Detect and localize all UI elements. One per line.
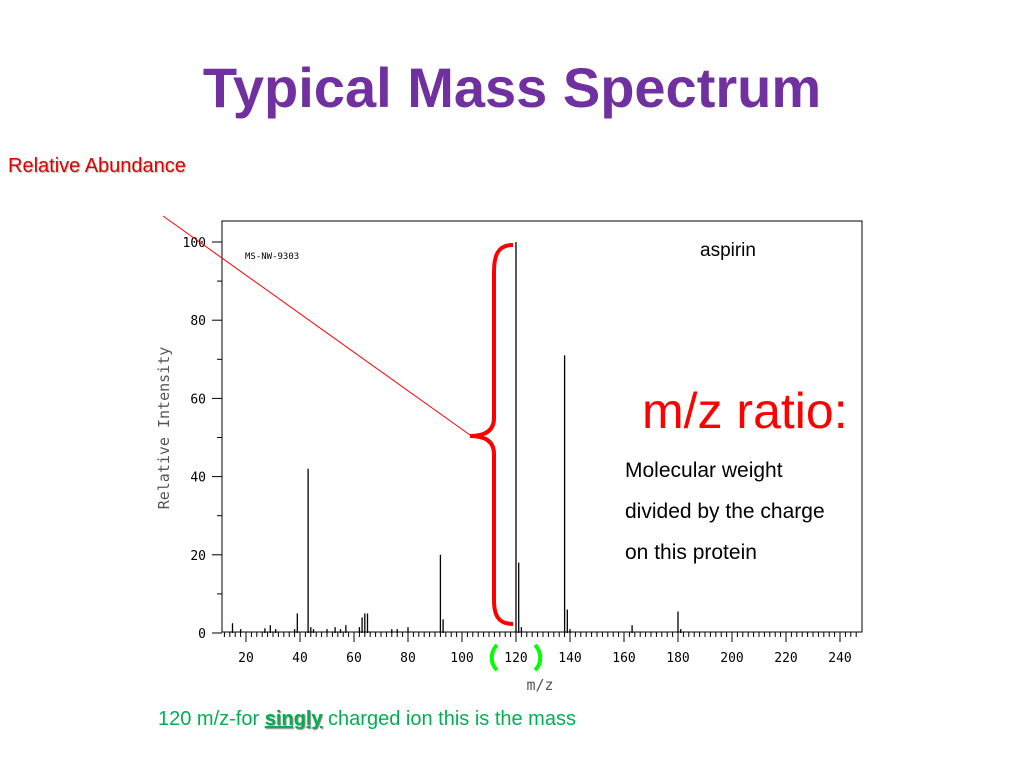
y-axis-title: Relative Intensity bbox=[155, 347, 173, 510]
bottom-note: 120 m/z-for singly charged ion this is t… bbox=[158, 708, 576, 731]
x-tick-label: 140 bbox=[558, 651, 581, 666]
y-axis-ticks: 0 20 40 60 80 100 bbox=[183, 236, 222, 642]
y-tick-label: 60 bbox=[190, 392, 206, 407]
x-tick-label: 180 bbox=[666, 651, 689, 666]
description-line: divided by the charge bbox=[625, 500, 825, 523]
mz-ratio-heading: m/z ratio: bbox=[642, 383, 848, 439]
description-line: on this protein bbox=[625, 541, 757, 564]
slide-title: Typical Mass Spectrum bbox=[202, 56, 822, 119]
curly-brace-annotation bbox=[469, 243, 514, 626]
x-tick-label: 60 bbox=[346, 651, 362, 666]
green-left-paren bbox=[489, 643, 499, 672]
x-tick-label: 80 bbox=[400, 651, 416, 666]
x-tick-label: 20 bbox=[238, 651, 254, 666]
bottom-note-prefix: 120 m/z-for bbox=[158, 708, 265, 730]
relative-abundance-label: Relative Abundance bbox=[8, 155, 186, 177]
compound-label: aspirin bbox=[700, 240, 756, 261]
y-tick-label: 100 bbox=[183, 236, 206, 251]
x-tick-label: 240 bbox=[828, 651, 851, 666]
x-tick-label: 120 bbox=[504, 651, 527, 666]
description-line: Molecular weight bbox=[625, 459, 783, 482]
y-tick-label: 80 bbox=[190, 314, 206, 329]
x-tick-label: 100 bbox=[450, 651, 473, 666]
x-tick-label: 40 bbox=[292, 651, 308, 666]
bottom-note-suffix: charged ion this is the mass bbox=[322, 708, 576, 730]
spectrum-id-label: MS-NW-9303 bbox=[245, 252, 299, 262]
y-tick-label: 20 bbox=[190, 549, 206, 564]
plot-frame bbox=[221, 220, 863, 633]
x-tick-label: 220 bbox=[774, 651, 797, 666]
x-tick-label: 160 bbox=[612, 651, 635, 666]
x-axis-title: m/z bbox=[526, 676, 553, 694]
y-tick-label: 0 bbox=[198, 627, 206, 642]
x-axis-ticks: 20 40 60 80 100 120 140 160 180 200 220 240 bbox=[238, 632, 852, 666]
mz-ratio-description: Molecular weight divided by the charge o… bbox=[625, 450, 825, 573]
x-tick-label: 200 bbox=[720, 651, 743, 666]
annotation-pointer-line bbox=[162, 215, 471, 436]
x-minor-ticks bbox=[223, 632, 857, 637]
bottom-note-emphasis: singly bbox=[264, 708, 323, 730]
y-tick-label: 40 bbox=[190, 471, 206, 486]
green-right-paren bbox=[533, 643, 543, 672]
spectrum-peaks bbox=[231, 242, 682, 633]
